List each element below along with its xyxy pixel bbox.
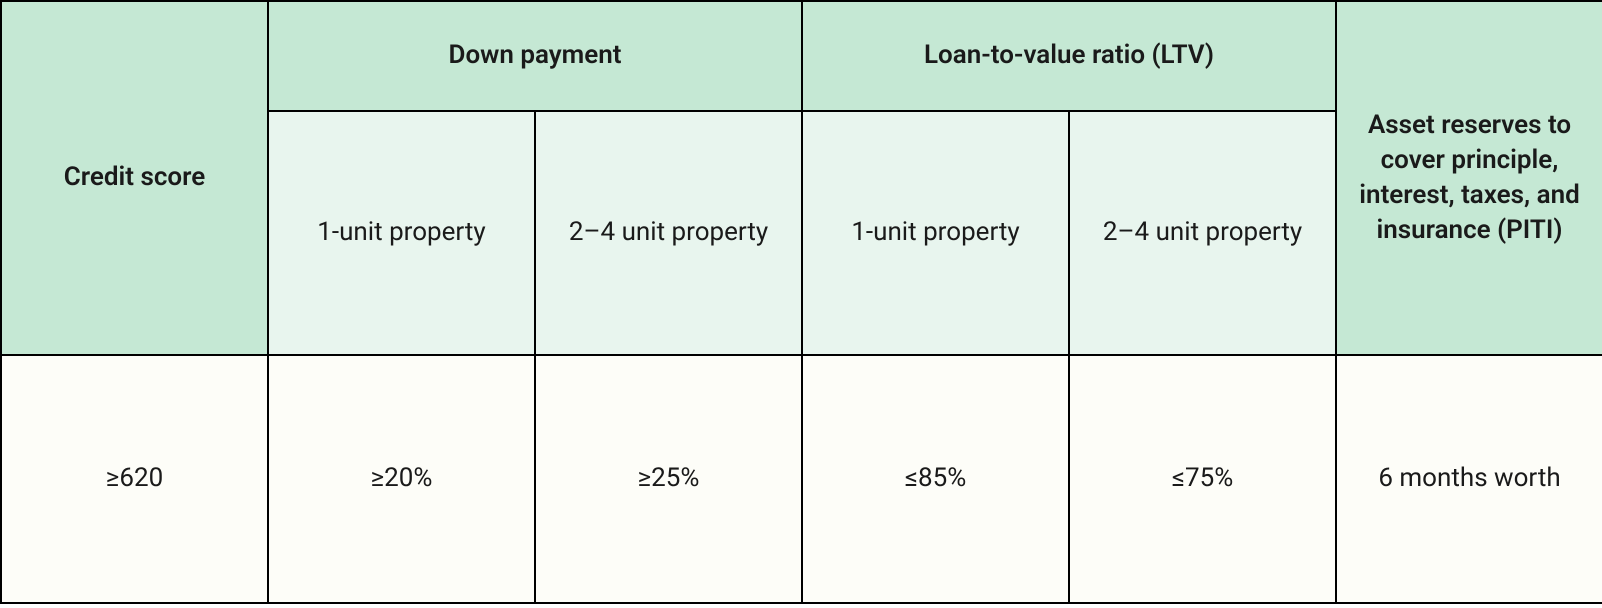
header-row-main: Credit score Down payment Loan-to-value … <box>1 1 1602 111</box>
col-header-credit-score: Credit score <box>1 1 268 355</box>
col-header-down-payment: Down payment <box>268 1 802 111</box>
sub-header-dp-1unit: 1-unit property <box>268 111 535 355</box>
col-header-asset-reserves: Asset reserves to cover principle, inter… <box>1336 1 1602 355</box>
table-row: ≥620 ≥20% ≥25% ≤85% ≤75% 6 months worth <box>1 355 1602 603</box>
cell-credit-score: ≥620 <box>1 355 268 603</box>
cell-dp-1unit: ≥20% <box>268 355 535 603</box>
cell-ltv-2-4unit: ≤75% <box>1069 355 1336 603</box>
sub-header-ltv-1unit: 1-unit property <box>802 111 1069 355</box>
col-header-ltv: Loan-to-value ratio (LTV) <box>802 1 1336 111</box>
loan-requirements-table: Credit score Down payment Loan-to-value … <box>0 0 1602 604</box>
sub-header-dp-2-4unit: 2–4 unit property <box>535 111 802 355</box>
cell-ltv-1unit: ≤85% <box>802 355 1069 603</box>
cell-dp-2-4unit: ≥25% <box>535 355 802 603</box>
cell-asset-reserves: 6 months worth <box>1336 355 1602 603</box>
sub-header-ltv-2-4unit: 2–4 unit property <box>1069 111 1336 355</box>
